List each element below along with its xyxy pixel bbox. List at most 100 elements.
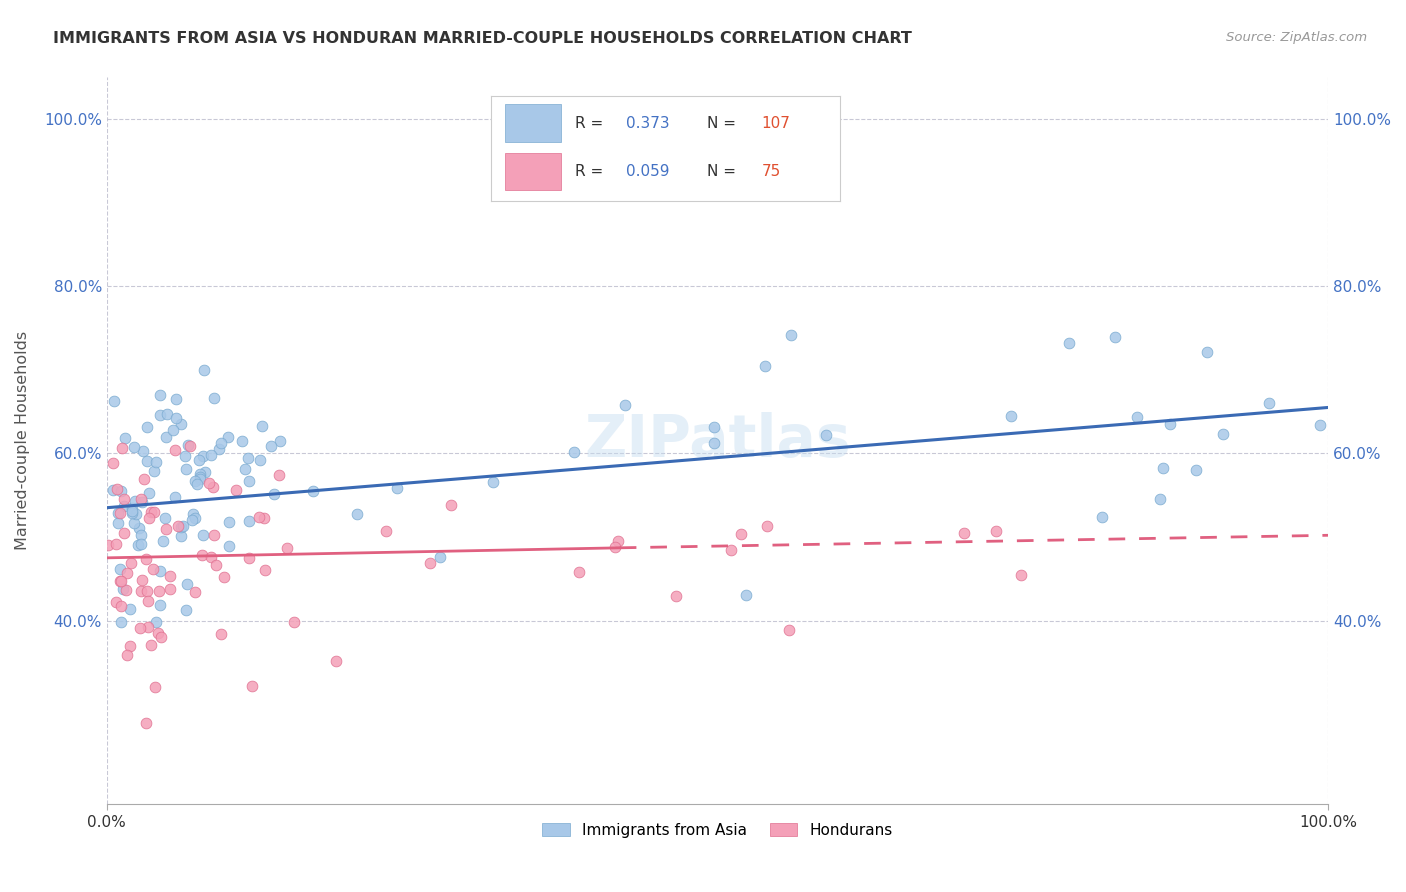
Point <box>247 510 270 524</box>
Point <box>155 430 177 444</box>
Point <box>153 511 176 525</box>
Point <box>118 601 141 615</box>
Point <box>419 557 441 571</box>
Point <box>107 506 129 520</box>
Point <box>242 679 264 693</box>
Point <box>135 552 157 566</box>
Point <box>209 627 232 641</box>
Point <box>97 538 120 552</box>
Point <box>112 499 135 513</box>
Point <box>734 588 756 602</box>
Point <box>1000 409 1022 423</box>
Point <box>1159 417 1181 431</box>
Point <box>129 621 152 635</box>
Point <box>115 583 138 598</box>
Point <box>165 490 187 504</box>
Point <box>198 476 221 491</box>
Point <box>107 482 129 496</box>
Point <box>200 550 222 565</box>
Point <box>131 536 153 550</box>
Point <box>149 598 172 612</box>
Point <box>145 615 167 630</box>
Point <box>184 585 207 599</box>
Point <box>730 526 752 541</box>
Point <box>269 467 291 482</box>
Point <box>103 394 125 409</box>
Point <box>218 539 240 553</box>
Point <box>170 520 193 534</box>
Point <box>1197 344 1219 359</box>
Point <box>263 487 285 501</box>
Point <box>149 564 172 578</box>
Point <box>114 525 136 540</box>
Point <box>269 434 291 448</box>
Point <box>200 448 222 462</box>
Point <box>138 620 160 634</box>
Point <box>131 495 153 509</box>
Point <box>482 475 505 490</box>
Point <box>1309 418 1331 433</box>
Point <box>110 599 132 614</box>
Point <box>665 589 688 603</box>
Point <box>191 548 214 562</box>
Point <box>184 510 207 524</box>
Point <box>110 615 132 630</box>
Point <box>1091 509 1114 524</box>
Point <box>984 524 1007 538</box>
Point <box>142 561 165 575</box>
Point <box>142 464 165 478</box>
Point <box>159 582 181 597</box>
Point <box>138 511 160 525</box>
Point <box>191 528 214 542</box>
Point <box>952 525 974 540</box>
Point <box>131 492 153 507</box>
Point <box>1104 330 1126 344</box>
Point <box>238 514 260 528</box>
Point <box>121 503 143 517</box>
Point <box>110 574 132 588</box>
Point <box>114 431 136 445</box>
Point <box>145 454 167 468</box>
Point <box>188 470 211 484</box>
Point <box>108 574 131 588</box>
Point <box>780 328 803 343</box>
Point <box>181 513 204 527</box>
Point <box>188 473 211 487</box>
Point <box>111 441 134 455</box>
Point <box>607 534 630 549</box>
Point <box>236 451 259 466</box>
Point <box>188 453 211 467</box>
Point <box>385 481 408 495</box>
Point <box>202 392 225 406</box>
Point <box>142 505 165 519</box>
Point <box>121 506 143 520</box>
Point <box>201 481 224 495</box>
Point <box>177 438 200 452</box>
Point <box>1212 426 1234 441</box>
Point <box>249 453 271 467</box>
Point <box>105 537 128 551</box>
Point <box>429 550 451 565</box>
Point <box>135 453 157 467</box>
Point <box>703 420 725 434</box>
Point <box>128 521 150 535</box>
Point <box>170 417 193 432</box>
Point <box>568 565 591 579</box>
Point <box>1152 461 1174 475</box>
Point <box>135 716 157 731</box>
Text: ZIPatlas: ZIPatlas <box>583 412 851 469</box>
Point <box>136 420 159 434</box>
Point <box>110 506 132 520</box>
Point <box>124 494 146 508</box>
Point <box>132 472 155 486</box>
Point <box>139 638 162 652</box>
Point <box>375 524 398 538</box>
Point <box>131 573 153 587</box>
Point <box>283 615 305 629</box>
Point <box>276 541 298 555</box>
Text: Source: ZipAtlas.com: Source: ZipAtlas.com <box>1226 31 1367 45</box>
Point <box>193 363 215 377</box>
Point <box>136 584 159 599</box>
Point <box>165 411 187 425</box>
Point <box>138 485 160 500</box>
